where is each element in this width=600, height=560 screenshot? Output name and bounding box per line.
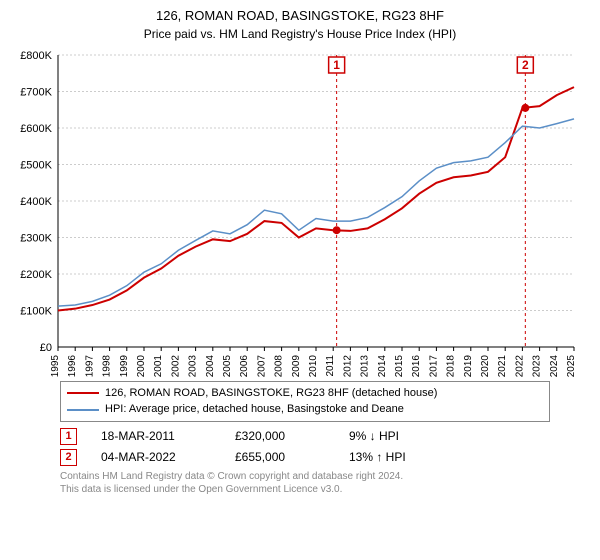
svg-text:£800K: £800K <box>20 50 52 62</box>
svg-text:1998: 1998 <box>102 354 113 376</box>
attribution-line1: Contains HM Land Registry data © Crown c… <box>60 470 550 483</box>
legend-label: 126, ROMAN ROAD, BASINGSTOKE, RG23 8HF (… <box>105 385 437 402</box>
sale-date: 04-MAR-2022 <box>101 450 211 464</box>
sale-marker-badge: 1 <box>60 428 77 445</box>
svg-text:2005: 2005 <box>222 354 233 376</box>
svg-text:£500K: £500K <box>20 159 52 171</box>
sale-delta: 9% ↓ HPI <box>349 429 399 443</box>
svg-text:2003: 2003 <box>188 354 199 376</box>
svg-text:2013: 2013 <box>360 354 371 376</box>
legend-swatch <box>67 409 99 411</box>
sale-rows: 1 18-MAR-2011 £320,000 9% ↓ HPI 2 04-MAR-2022… <box>60 428 550 466</box>
legend: 126, ROMAN ROAD, BASINGSTOKE, RG23 8HF (… <box>60 381 550 422</box>
svg-text:1995: 1995 <box>50 354 61 376</box>
svg-text:2006: 2006 <box>239 354 250 376</box>
svg-text:2017: 2017 <box>428 354 439 376</box>
svg-text:2016: 2016 <box>411 354 422 376</box>
svg-text:2002: 2002 <box>170 354 181 376</box>
svg-text:£0: £0 <box>40 342 52 354</box>
attribution-line2: This data is licensed under the Open Gov… <box>60 483 550 496</box>
sale-price: £655,000 <box>235 450 325 464</box>
svg-text:2000: 2000 <box>136 354 147 376</box>
sale-date: 18-MAR-2011 <box>101 429 211 443</box>
legend-row: HPI: Average price, detached house, Basi… <box>67 401 543 418</box>
legend-label: HPI: Average price, detached house, Basi… <box>105 401 404 418</box>
attribution: Contains HM Land Registry data © Crown c… <box>60 470 550 496</box>
line-chart: £0 £100K £200K £300K £400K £500K £600K £700K £80… <box>10 47 590 377</box>
svg-text:2020: 2020 <box>480 354 491 376</box>
svg-text:2007: 2007 <box>256 354 267 376</box>
svg-text:2: 2 <box>522 58 529 72</box>
svg-text:1999: 1999 <box>119 354 130 376</box>
svg-text:1996: 1996 <box>67 354 78 376</box>
sale-row: 1 18-MAR-2011 £320,000 9% ↓ HPI <box>60 428 550 445</box>
svg-text:£200K: £200K <box>20 269 52 281</box>
legend-row: 126, ROMAN ROAD, BASINGSTOKE, RG23 8HF (… <box>67 385 543 402</box>
svg-text:1: 1 <box>333 58 340 72</box>
sale-marker-badge: 2 <box>60 449 77 466</box>
svg-text:1997: 1997 <box>84 354 95 376</box>
svg-text:£400K: £400K <box>20 196 52 208</box>
svg-text:2009: 2009 <box>291 354 302 376</box>
svg-text:£100K: £100K <box>20 305 52 317</box>
sale-delta: 13% ↑ HPI <box>349 450 406 464</box>
svg-text:£300K: £300K <box>20 232 52 244</box>
svg-text:2010: 2010 <box>308 354 319 376</box>
svg-text:£600K: £600K <box>20 123 52 135</box>
sale-price: £320,000 <box>235 429 325 443</box>
svg-text:2001: 2001 <box>153 354 164 376</box>
svg-text:2019: 2019 <box>463 354 474 376</box>
svg-text:2004: 2004 <box>205 354 216 376</box>
svg-text:2012: 2012 <box>342 354 353 376</box>
chart-container: £0 £100K £200K £300K £400K £500K £600K £700K £80… <box>10 47 590 377</box>
svg-text:2008: 2008 <box>274 354 285 376</box>
sale-row: 2 04-MAR-2022 £655,000 13% ↑ HPI <box>60 449 550 466</box>
svg-text:2021: 2021 <box>497 354 508 376</box>
chart-title-line2: Price paid vs. HM Land Registry's House … <box>10 27 590 41</box>
svg-text:2025: 2025 <box>566 354 577 376</box>
svg-text:£700K: £700K <box>20 86 52 98</box>
chart-title-line1: 126, ROMAN ROAD, BASINGSTOKE, RG23 8HF <box>10 8 590 25</box>
svg-text:2018: 2018 <box>446 354 457 376</box>
svg-text:2015: 2015 <box>394 354 405 376</box>
svg-text:2014: 2014 <box>377 354 388 376</box>
legend-swatch <box>67 392 99 394</box>
svg-text:2024: 2024 <box>549 354 560 376</box>
svg-text:2023: 2023 <box>532 354 543 376</box>
svg-text:2011: 2011 <box>325 354 336 376</box>
svg-text:2022: 2022 <box>514 354 525 376</box>
